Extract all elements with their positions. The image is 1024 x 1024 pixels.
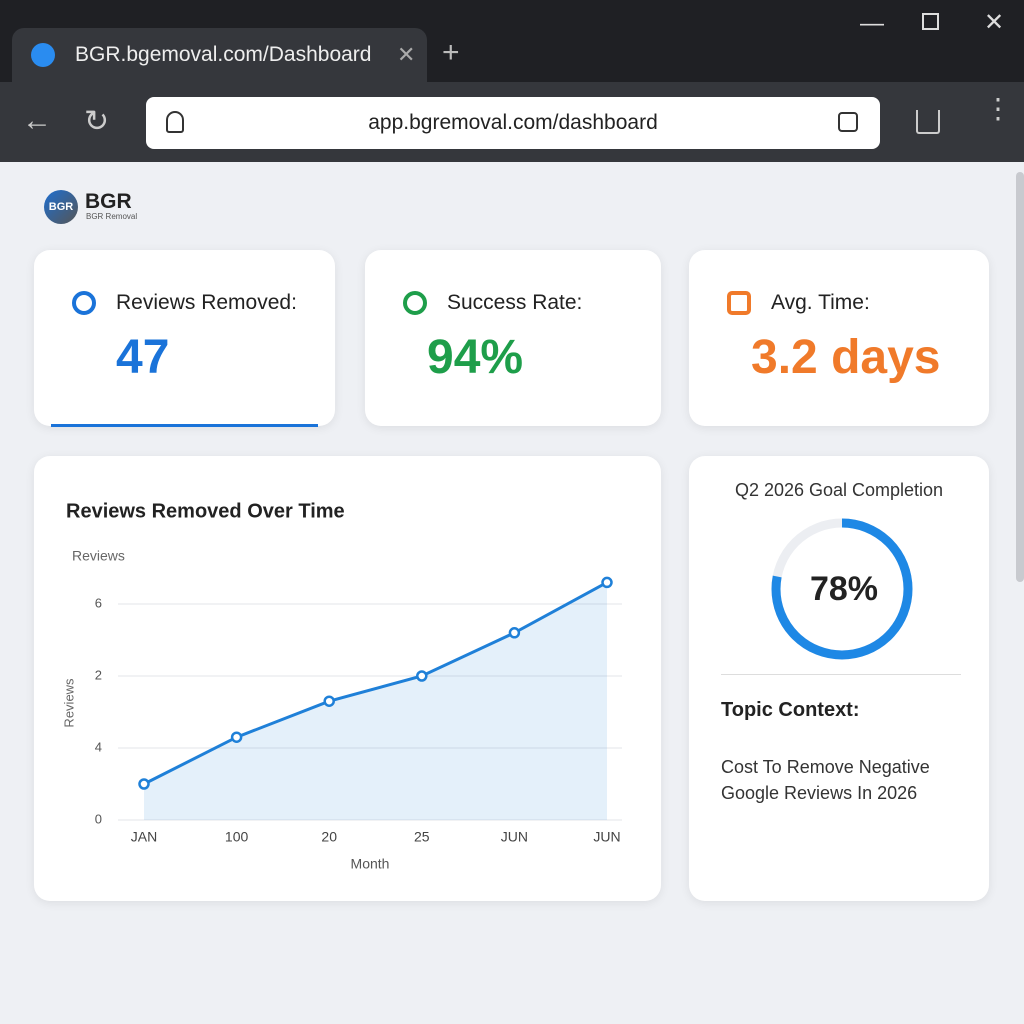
stat-label: Success Rate: bbox=[447, 291, 583, 314]
reload-button[interactable]: ↻ bbox=[84, 105, 110, 138]
context-title: Topic Context: bbox=[721, 699, 860, 721]
donut-arc bbox=[771, 518, 913, 660]
stat-card bbox=[689, 250, 989, 426]
new-tab[interactable]: + bbox=[442, 36, 460, 69]
stat-card bbox=[365, 250, 661, 426]
divider bbox=[721, 674, 961, 675]
goal-title: Q2 2026 Goal Completion bbox=[734, 480, 944, 500]
stat-icon bbox=[403, 291, 427, 315]
y-tick-label: 2 bbox=[95, 667, 102, 682]
stat-icon bbox=[72, 291, 96, 315]
tab-icon bbox=[31, 43, 55, 67]
stat-label: Avg. Time: bbox=[771, 291, 870, 314]
x-tick-label: JUN bbox=[501, 829, 528, 845]
line bbox=[143, 581, 608, 786]
stat-value: 3.2 days bbox=[751, 331, 941, 384]
x-tick-label: JAN bbox=[131, 829, 157, 845]
point bbox=[508, 627, 521, 639]
brand-tagline: BGR Removal bbox=[86, 212, 138, 221]
brand-name: BGR bbox=[85, 190, 132, 213]
x-tick-label: JUN bbox=[593, 829, 620, 845]
back-button[interactable]: ← bbox=[22, 104, 52, 137]
close-window[interactable]: ✕ bbox=[984, 9, 1005, 36]
share-page[interactable] bbox=[838, 112, 858, 132]
stat-underline bbox=[51, 424, 318, 427]
y-tick-label: 6 bbox=[95, 595, 102, 610]
x-axis-label: Month bbox=[351, 856, 390, 872]
y-axis-unit: Reviews bbox=[72, 548, 125, 564]
point bbox=[601, 576, 613, 589]
stat-value: 94% bbox=[427, 331, 524, 384]
stat-icon bbox=[727, 291, 751, 315]
tab-title: BGR.bgemoval.com/Dashboard bbox=[75, 43, 372, 66]
stat-card bbox=[34, 250, 335, 426]
logo: BGR bbox=[44, 190, 78, 224]
y-tick-label: 4 bbox=[95, 739, 102, 754]
point bbox=[230, 731, 243, 743]
browser-tab[interactable] bbox=[12, 28, 427, 84]
address-bar[interactable] bbox=[146, 97, 880, 149]
y-axis-label: Reviews bbox=[61, 678, 76, 728]
point bbox=[416, 670, 428, 682]
stat-label: Reviews Removed: bbox=[116, 291, 297, 314]
area bbox=[144, 582, 607, 820]
minimize[interactable]: — bbox=[860, 10, 884, 37]
y-tick-label: 0 bbox=[95, 811, 102, 826]
tab-close[interactable]: ✕ bbox=[397, 42, 416, 67]
maximize[interactable] bbox=[922, 13, 939, 30]
url-text: app.bgremoval.com/dashboard bbox=[368, 111, 658, 134]
x-tick-label: 20 bbox=[321, 829, 337, 845]
context-text: Cost To Remove Negative Google Reviews I… bbox=[721, 757, 930, 803]
chart-card bbox=[34, 456, 661, 901]
stat-value: 47 bbox=[116, 331, 170, 384]
scrollbar[interactable] bbox=[1016, 172, 1024, 582]
x-tick-label: 100 bbox=[225, 829, 249, 845]
lock-icon bbox=[166, 111, 184, 133]
x-tick-label: 25 bbox=[414, 829, 430, 845]
donut-label: 78% bbox=[810, 570, 878, 608]
share-button[interactable] bbox=[916, 110, 940, 134]
point bbox=[138, 778, 150, 790]
chart-title: Reviews Removed Over Time bbox=[66, 500, 345, 522]
goal-card bbox=[689, 456, 989, 901]
point bbox=[323, 695, 335, 707]
